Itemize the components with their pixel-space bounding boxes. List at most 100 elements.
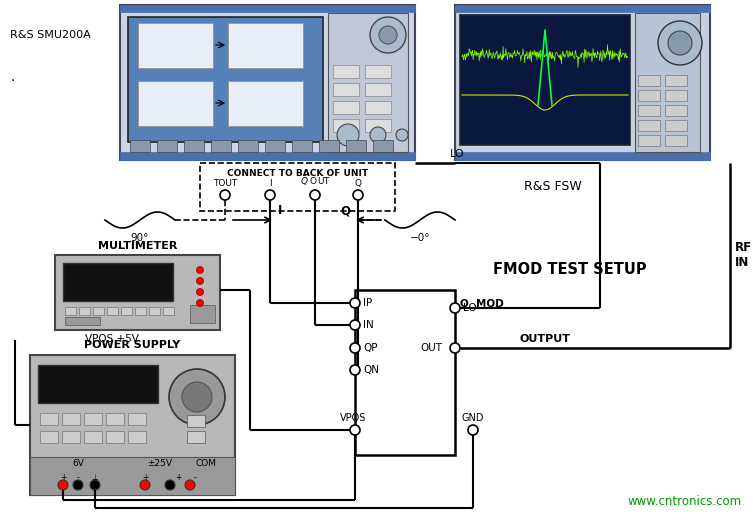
Text: +: +: [142, 473, 148, 482]
Circle shape: [337, 124, 359, 146]
Bar: [84, 431, 102, 443]
Circle shape: [165, 480, 175, 490]
Bar: [373, 140, 393, 152]
Text: QP: QP: [363, 343, 377, 353]
Bar: [665, 75, 687, 86]
Bar: [200, 163, 395, 211]
Bar: [211, 140, 231, 152]
Text: ⊥: ⊥: [91, 473, 98, 482]
Bar: [55, 255, 220, 330]
Circle shape: [220, 190, 230, 200]
Text: OUTPUT: OUTPUT: [520, 334, 571, 344]
Circle shape: [350, 320, 360, 330]
Circle shape: [370, 17, 406, 53]
Bar: [120, 5, 415, 12]
Bar: [638, 75, 660, 86]
Bar: [84, 413, 102, 425]
Bar: [460, 15, 630, 145]
Bar: [187, 415, 205, 427]
Bar: [228, 23, 303, 68]
Bar: [40, 413, 58, 425]
Circle shape: [197, 299, 203, 307]
Circle shape: [197, 289, 203, 295]
Bar: [638, 105, 660, 116]
Circle shape: [350, 425, 360, 435]
Bar: [184, 140, 204, 152]
Text: OUT: OUT: [420, 343, 442, 353]
Text: VPOS: VPOS: [339, 413, 366, 423]
Circle shape: [370, 127, 386, 143]
Text: www.cntronics.com: www.cntronics.com: [628, 495, 742, 508]
Bar: [149, 307, 160, 315]
Bar: [135, 307, 146, 315]
Text: GND: GND: [462, 413, 485, 423]
Bar: [665, 90, 687, 101]
Bar: [328, 13, 408, 152]
Bar: [638, 120, 660, 131]
Bar: [106, 431, 124, 443]
Text: FMOD TEST SETUP: FMOD TEST SETUP: [493, 263, 647, 278]
Text: 90°: 90°: [131, 233, 149, 243]
Bar: [30, 355, 235, 495]
Bar: [30, 457, 235, 495]
Text: CONNECT TO BACK OF UNIT: CONNECT TO BACK OF UNIT: [227, 169, 368, 178]
Bar: [62, 413, 80, 425]
Circle shape: [90, 480, 100, 490]
Circle shape: [185, 480, 195, 490]
Bar: [63, 263, 173, 301]
Text: I: I: [278, 204, 283, 217]
Text: -: -: [76, 473, 79, 482]
Text: POWER SUPPLY: POWER SUPPLY: [85, 340, 181, 350]
Bar: [93, 307, 104, 315]
Bar: [238, 140, 258, 152]
Bar: [455, 152, 710, 160]
Text: −0°: −0°: [410, 233, 430, 243]
Bar: [265, 140, 285, 152]
Bar: [319, 140, 339, 152]
Bar: [333, 83, 359, 96]
Circle shape: [396, 129, 408, 141]
Text: TOUT: TOUT: [213, 179, 237, 188]
Text: R&S FSW: R&S FSW: [524, 180, 581, 193]
Text: Q: Q: [355, 179, 361, 188]
Bar: [128, 17, 323, 142]
Bar: [635, 13, 700, 152]
Bar: [365, 83, 391, 96]
Bar: [365, 65, 391, 78]
Bar: [365, 101, 391, 114]
Bar: [163, 307, 174, 315]
Bar: [355, 290, 455, 455]
Text: LO: LO: [463, 303, 476, 313]
Circle shape: [450, 303, 460, 313]
Bar: [365, 119, 391, 132]
Bar: [157, 140, 177, 152]
Circle shape: [182, 382, 212, 412]
Bar: [138, 81, 213, 126]
Text: $\bar{Q}$ OUT: $\bar{Q}$ OUT: [299, 174, 330, 188]
Circle shape: [468, 425, 478, 435]
Bar: [665, 120, 687, 131]
Bar: [292, 140, 312, 152]
Text: VPOS +5V: VPOS +5V: [85, 334, 139, 344]
Bar: [190, 305, 215, 323]
Bar: [346, 140, 366, 152]
Circle shape: [353, 190, 363, 200]
Bar: [107, 307, 118, 315]
Bar: [138, 23, 213, 68]
Bar: [228, 81, 303, 126]
Bar: [121, 307, 132, 315]
Text: 6V: 6V: [72, 459, 84, 468]
Text: +: +: [60, 473, 67, 482]
Text: COM: COM: [195, 459, 216, 468]
Circle shape: [265, 190, 275, 200]
Bar: [120, 5, 415, 160]
Text: Q: Q: [340, 204, 350, 217]
Text: IP: IP: [363, 298, 372, 308]
Bar: [79, 307, 90, 315]
Text: .: .: [10, 70, 14, 84]
Circle shape: [350, 365, 360, 375]
Bar: [65, 307, 76, 315]
Bar: [665, 135, 687, 146]
Bar: [128, 413, 146, 425]
Circle shape: [140, 480, 150, 490]
